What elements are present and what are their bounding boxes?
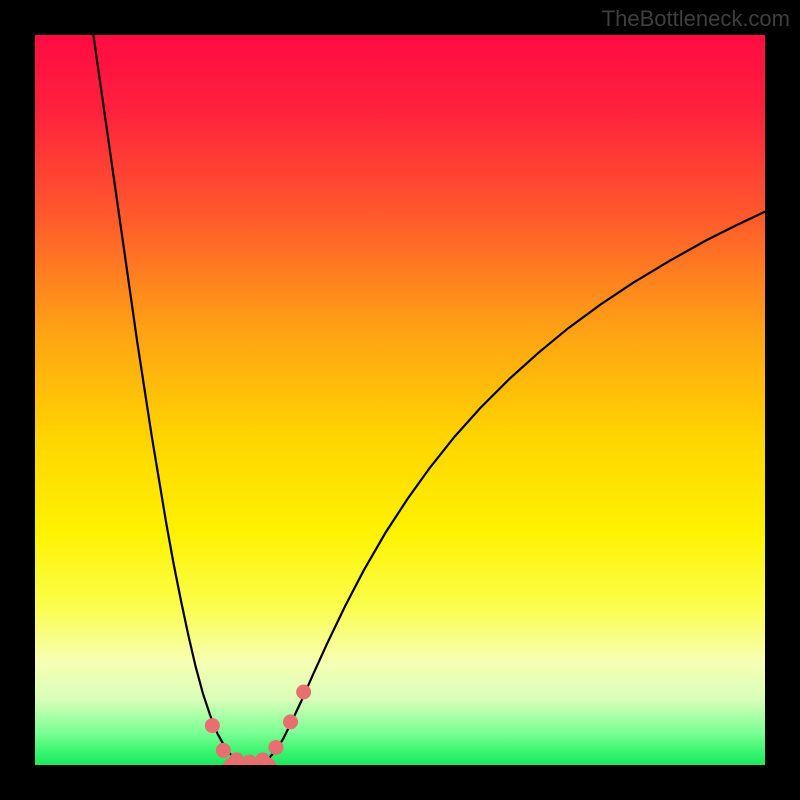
plot-background	[35, 35, 765, 765]
marker-dot	[205, 719, 219, 733]
marker-dot	[284, 715, 298, 729]
marker-dot	[229, 753, 243, 767]
marker-dot	[297, 685, 311, 699]
marker-dot	[216, 743, 230, 757]
marker-dot	[256, 753, 270, 767]
marker-dot	[269, 740, 283, 754]
bottleneck-chart	[0, 0, 800, 800]
chart-frame: TheBottleneck.com	[0, 0, 800, 800]
watermark-text: TheBottleneck.com	[602, 6, 790, 32]
